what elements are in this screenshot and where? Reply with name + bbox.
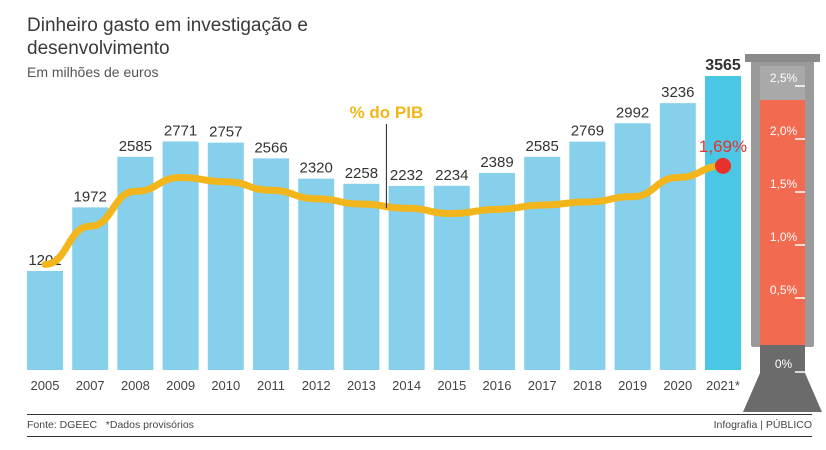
pib-series-label: % do PIB (350, 103, 424, 122)
bar-2016 (479, 172, 515, 370)
pib-endpoint-label: 1,69% (699, 137, 747, 156)
x-tick-labels-group: 2005 2007 2008 2009 2010 2011 2012 2013 2014 2015… (31, 378, 740, 393)
x-tick-2015: 2015 (437, 378, 466, 393)
pib-endpoint-dot (715, 157, 731, 174)
chart-subtitle: Em milhões de euros (27, 64, 159, 80)
chart-title: Dinheiro gasto em investigação e desenvo… (27, 15, 308, 59)
bar-2021* (705, 76, 741, 370)
gauge-base (743, 345, 822, 412)
bar-2010 (207, 142, 244, 370)
x-tick-2016: 2016 (483, 378, 512, 393)
x-tick-2010: 2010 (211, 378, 240, 393)
x-tick-2012: 2012 (302, 378, 331, 393)
footer-source: Fonte: DGEEC *Dados provisórios (27, 419, 194, 431)
bar-2020 (659, 103, 696, 371)
bar-2005 (27, 270, 63, 370)
bar-2014 (388, 185, 425, 370)
gauge-tick-label: 2,5% (770, 71, 798, 85)
footer-rule-top (27, 414, 812, 415)
x-tick-2011: 2011 (257, 378, 285, 393)
value-label-2011: 2566 (254, 139, 287, 156)
bar-2012 (298, 178, 335, 370)
x-tick-2008: 2008 (121, 378, 150, 393)
gauge-fill (760, 100, 805, 345)
value-label-2010: 2757 (209, 124, 242, 141)
gauge-tick-label: 2,0% (770, 124, 798, 138)
value-label-2020: 3236 (661, 84, 694, 101)
x-tick-2020: 2020 (663, 378, 692, 393)
gauge-tick-label: 1,0% (770, 230, 798, 244)
x-tick-2005: 2005 (31, 378, 60, 393)
x-tick-2014: 2014 (392, 378, 421, 393)
footer-credit: Infografia | PÚBLICO (713, 419, 812, 431)
x-tick-2018: 2018 (573, 378, 602, 393)
value-label-2019: 2992 (616, 104, 649, 121)
bar-2018 (569, 141, 606, 370)
value-label-2021*: 3565 (705, 57, 741, 74)
footer-rule-bottom (27, 436, 812, 437)
bar-2013 (343, 183, 380, 370)
x-tick-2009: 2009 (166, 378, 195, 393)
source-text: Fonte: DGEEC (27, 419, 98, 431)
value-label-2009: 2771 (164, 122, 197, 139)
gauge-tick-label: 0% (775, 357, 793, 371)
value-label-2017: 2585 (526, 138, 559, 155)
value-label-2007: 1972 (74, 188, 107, 205)
gauge-tick-label: 1,5% (770, 177, 798, 191)
x-tick-2013: 2013 (347, 378, 376, 393)
value-label-2016: 2389 (480, 154, 513, 171)
note-text: *Dados provisórios (105, 419, 194, 431)
gauge-tick-label: 0,5% (770, 283, 798, 297)
x-tick-2017: 2017 (528, 378, 557, 393)
gauge-lip (745, 54, 820, 62)
value-label-2018: 2769 (571, 123, 604, 140)
value-label-2013: 2258 (345, 165, 378, 182)
bar-2019 (614, 123, 651, 370)
value-label-2015: 2234 (435, 167, 468, 184)
gauge-group: 2,5% 2,0% 1,5% 1,0% 0,5% 0% (743, 54, 822, 412)
x-tick-2019: 2019 (618, 378, 647, 393)
x-tick-2021*: 2021* (706, 378, 740, 393)
value-label-2012: 2320 (300, 160, 333, 177)
x-tick-2007: 2007 (76, 378, 105, 393)
value-label-2014: 2232 (390, 167, 423, 184)
pib-line-group: % do PIB 1,69% (41, 103, 747, 268)
bar-2017 (524, 156, 561, 370)
pib-line (41, 162, 727, 268)
value-label-2008: 2585 (119, 138, 152, 155)
